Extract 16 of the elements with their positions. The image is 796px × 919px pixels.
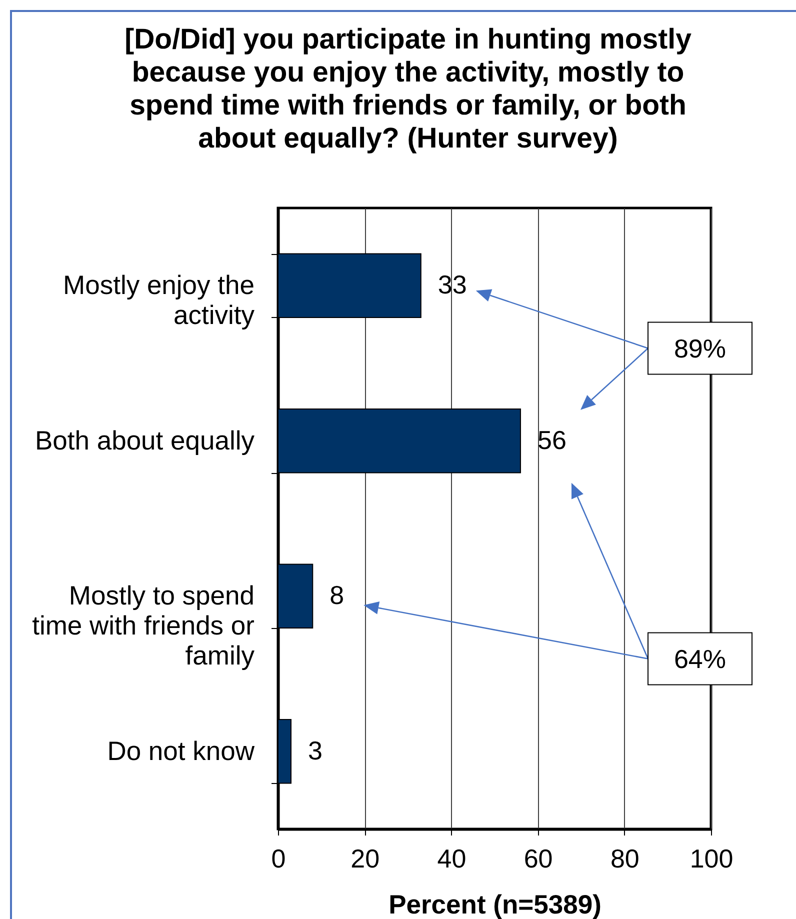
y-tick-label: Mostly to spend time with friends or family bbox=[32, 580, 256, 671]
annotation: 64% bbox=[674, 644, 726, 674]
annotation: 89% bbox=[674, 333, 726, 364]
y-tick-label: Both about equally bbox=[34, 425, 256, 456]
x-tick-label: 80 bbox=[610, 844, 640, 874]
y-tick-label: Do not know bbox=[107, 736, 256, 766]
y-tick-label: Mostly enjoy the activity bbox=[63, 270, 256, 330]
chart-title: [Do/Did] you participate in hunting mostly because you enjoy the activity, mostly to spend time with friends or family, or both about equally? (Hunter survey) bbox=[124, 24, 692, 154]
x-axis-title: Percent (n=5389) bbox=[388, 890, 602, 919]
x-tick-label: 40 bbox=[437, 844, 466, 874]
x-tick-label: 20 bbox=[350, 844, 380, 874]
x-tick-label: 60 bbox=[524, 844, 553, 874]
data-label: 8 bbox=[330, 580, 344, 610]
x-tick-label: 100 bbox=[690, 844, 734, 874]
x-tick-label: 0 bbox=[271, 844, 286, 874]
data-label: 3 bbox=[308, 735, 322, 766]
